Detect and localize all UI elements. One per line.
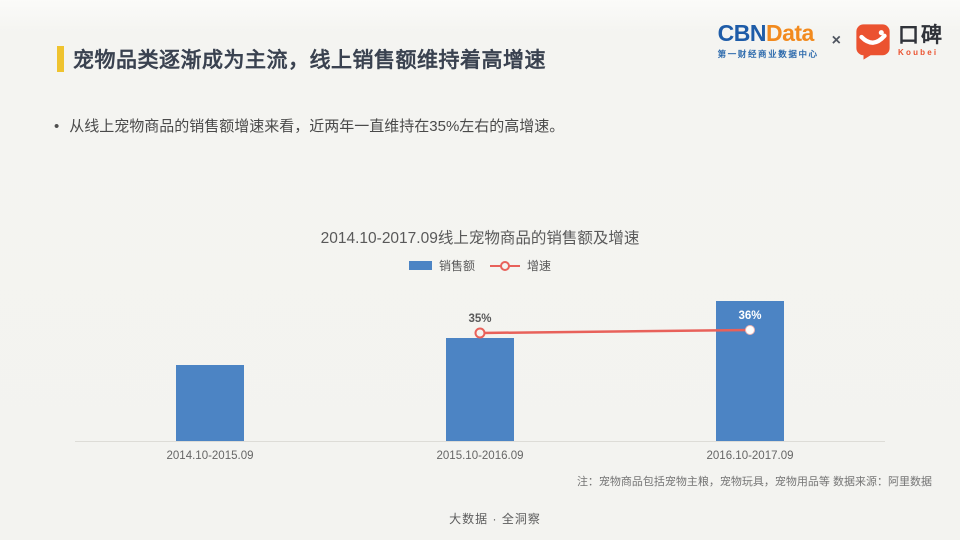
bullet-point: • 从线上宠物商品的销售额增速来看，近两年一直维持在35%左右的高增速。	[54, 116, 894, 137]
chart-title: 2014.10-2017.09线上宠物商品的销售额及增速	[320, 230, 640, 247]
chart-legend: 销售额 增速	[0, 257, 960, 274]
plot-area: 35% 36%	[75, 301, 885, 441]
page-title: 宠物品类逐渐成为主流，线上销售额维持着高增速	[73, 49, 546, 72]
header-logos: CBNData 第一财经商业数据中心 × 口碑 Koubei	[718, 22, 944, 60]
koubei-name-en: Koubei	[898, 48, 939, 57]
logo-separator-x: ×	[831, 32, 841, 49]
bar-2014-2015	[176, 365, 244, 441]
cbndata-logo: CBNData 第一财经商业数据中心	[718, 22, 819, 60]
bar-2016-2017	[716, 301, 784, 441]
footer-tagline: 大数据 · 全洞察	[449, 512, 541, 526]
cbndata-subtitle: 第一财经商业数据中心	[717, 49, 819, 59]
footnote: 注：宠物商品包括宠物主粮，宠物玩具，宠物用品等 数据来源：阿里数据	[576, 476, 932, 488]
x-axis-labels: 2014.10-2015.09 2015.10-2016.09 2016.10-…	[75, 450, 885, 462]
legend-sales-label: 销售额	[438, 259, 475, 273]
koubei-smile-icon	[856, 24, 890, 60]
legend-growth-marker-icon	[490, 260, 520, 271]
cbndata-wordmark: CBNData	[717, 20, 815, 46]
cbndata-wordmark-data: Data	[765, 20, 814, 46]
legend-sales-swatch	[408, 261, 432, 270]
x-label-2016-2017: 2016.10-2017.09	[706, 450, 794, 462]
bullet-glyph: •	[54, 118, 60, 135]
title-accent-bar	[57, 46, 64, 72]
x-label-2015-2016: 2015.10-2016.09	[436, 450, 524, 462]
bar-2015-2016	[446, 338, 514, 441]
bullet-text: 从线上宠物商品的销售额增速来看，近两年一直维持在35%左右的高增速。	[69, 118, 565, 135]
x-axis-line	[75, 441, 885, 442]
koubei-name-cn: 口碑	[898, 24, 944, 47]
x-label-2014-2015: 2014.10-2015.09	[166, 450, 254, 462]
legend-growth-label: 增速	[527, 259, 552, 273]
koubei-logo: 口碑 Koubei	[854, 22, 944, 60]
cbndata-wordmark-cbn: CBN	[717, 20, 767, 46]
koubei-wordmark: 口碑 Koubei	[898, 25, 944, 57]
